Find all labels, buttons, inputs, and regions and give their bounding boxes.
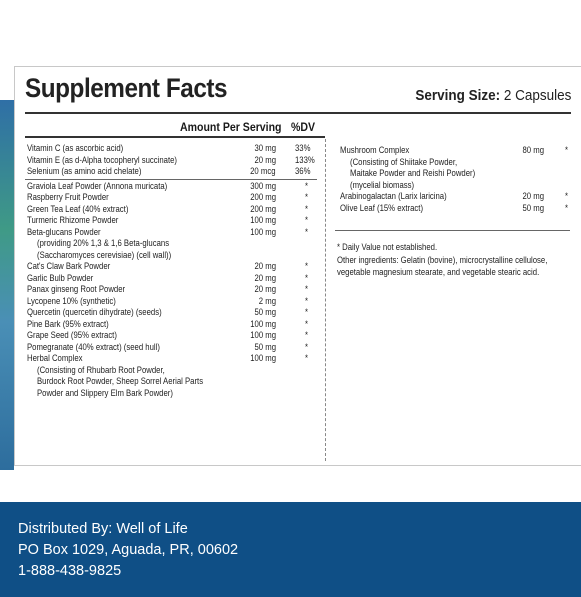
ingredient-amount: 30 mg (254, 143, 276, 153)
ingredient-name: Maitake Powder and Reishi Powder) (350, 168, 476, 178)
amount-column-header: Amount Per Serving (180, 120, 282, 134)
other-ingredients-line-1: Other ingredients: Gelatin (bovine), mic… (337, 255, 548, 265)
ingredient-amount: 20 mg (254, 261, 276, 271)
ingredient-dv: * (305, 203, 309, 214)
ingredient-dv: * (305, 261, 309, 271)
ingredient-name: Selenium (as amino acid chelate) (27, 166, 142, 176)
ingredient-name: (Consisting of Rhubarb Root Powder, (37, 364, 165, 375)
distributor-address: PO Box 1029, Aguada, PR, 00602 (18, 542, 239, 558)
ingredient-amount: 200 mg (250, 203, 276, 214)
ingredient-name: Arabinogalactan (Larix laricina) (340, 191, 447, 201)
other-ingredients-line-2: vegetable magnesium stearate, and vegeta… (337, 267, 540, 277)
column-divider (325, 139, 326, 461)
ingredient-amount: 20 mg (522, 191, 544, 201)
ingredient-name: Green Tea Leaf (40% extract) (27, 203, 129, 214)
ingredient-dv: * (305, 330, 309, 340)
distributor-phone: 1-888-438-9825 (18, 563, 122, 579)
distributor-name: Distributed By: Well of Life (18, 521, 188, 537)
ingredient-dv: * (305, 341, 309, 352)
ingredient-name: (mycelial biomass) (350, 179, 415, 190)
ingredient-amount: 80 mg (522, 145, 544, 155)
ingredient-dv: * (305, 307, 309, 317)
side-artwork (0, 100, 14, 470)
ingredient-amount: 100 mg (250, 318, 276, 329)
ingredient-amount: 100 mg (250, 226, 276, 237)
ingredient-name: Powder and Slippery Elm Bark Powder) (37, 387, 173, 398)
supplement-facts-panel: Supplement Facts Serving Size: 2 Capsule… (14, 66, 581, 466)
ingredient-name: Vitamin C (as ascorbic acid) (27, 143, 124, 153)
ingredient-name: Cat's Claw Bark Powder (27, 261, 111, 271)
ingredient-name: Raspberry Fruit Powder (27, 192, 109, 202)
title-rule (25, 112, 571, 114)
ingredient-amount: 300 mg (250, 180, 276, 191)
ingredient-name: (providing 20% 1,3 & 1,6 Beta-glucans (37, 238, 170, 248)
ingredient-name: Lycopene 10% (synthetic) (27, 295, 116, 306)
ingredient-dv: * (305, 295, 309, 306)
ingredient-name: Olive Leaf (15% extract) (340, 202, 424, 213)
ingredient-dv: 133% (295, 154, 315, 165)
ingredient-name: Garlic Bulb Powder (27, 272, 94, 283)
panel-title: Supplement Facts (25, 73, 228, 103)
ingredient-name: Quercetin (quercetin dihydrate) (seeds) (27, 307, 162, 317)
ingredient-name: Pine Bark (95% extract) (27, 318, 109, 329)
ingredient-amount: 100 mg (250, 215, 276, 225)
serving-size: Serving Size: 2 Capsules (415, 87, 571, 104)
ingredient-amount: 2 mg (258, 295, 276, 306)
ingredient-name: Burdock Root Powder, Sheep Sorrel Aerial… (37, 376, 204, 386)
ingredient-name: Panax ginseng Root Powder (27, 284, 126, 294)
ingredient-name: (Saccharomyces cerevisiae) (cell wall)) (37, 249, 172, 260)
ingredient-amount: 50 mg (254, 341, 276, 352)
ingredient-name: Graviola Leaf Powder (Annona muricata) (27, 180, 168, 191)
ingredient-dv: 33% (295, 143, 311, 153)
header-rule (25, 136, 325, 138)
ingredient-dv: * (565, 145, 569, 155)
ingredient-name: (Consisting of Shiitake Powder, (350, 156, 458, 167)
ingredient-amount: 200 mg (250, 192, 276, 202)
distributor-footer: Distributed By: Well of Life PO Box 1029… (0, 502, 581, 597)
ingredient-amount: 100 mg (250, 353, 276, 363)
ingredient-amount: 50 mg (522, 202, 544, 213)
ingredient-name: Pomegranate (40% extract) (seed hull) (27, 341, 160, 352)
dv-column-header: %DV (291, 120, 316, 134)
ingredient-dv: * (565, 191, 569, 201)
serving-size-value: 2 Capsules (503, 87, 571, 104)
notes-rule (335, 230, 570, 231)
ingredient-name: Mushroom Complex (340, 145, 410, 155)
serving-size-label: Serving Size: (414, 87, 500, 104)
ingredient-name: Herbal Complex (27, 353, 83, 363)
ingredient-name: Beta-glucans Powder (27, 226, 101, 237)
ingredient-dv: * (565, 202, 569, 213)
ingredient-dv: 36% (295, 166, 311, 176)
ingredient-dv: * (305, 284, 309, 294)
ingredient-amount: 50 mg (254, 307, 276, 317)
ingredient-name: Turmeric Rhizome Powder (27, 215, 119, 225)
dv-note: * Daily Value not established. (337, 242, 438, 252)
ingredient-amount: 20 mcg (250, 166, 276, 176)
ingredient-dv: * (305, 192, 309, 202)
ingredient-dv: * (305, 215, 309, 225)
ingredient-dv: * (305, 226, 309, 237)
section-rule (25, 178, 317, 180)
ingredient-name: Vitamin E (as d-Alpha tocopheryl succina… (27, 154, 178, 165)
ingredient-amount: 20 mg (254, 154, 276, 165)
ingredient-dv: * (305, 180, 309, 191)
ingredient-amount: 100 mg (250, 330, 276, 340)
ingredient-dv: * (305, 318, 309, 329)
ingredient-name: Grape Seed (95% extract) (27, 330, 117, 340)
ingredient-dv: * (305, 272, 309, 283)
ingredient-dv: * (305, 353, 309, 363)
ingredient-amount: 20 mg (254, 272, 276, 283)
ingredient-amount: 20 mg (254, 284, 276, 294)
